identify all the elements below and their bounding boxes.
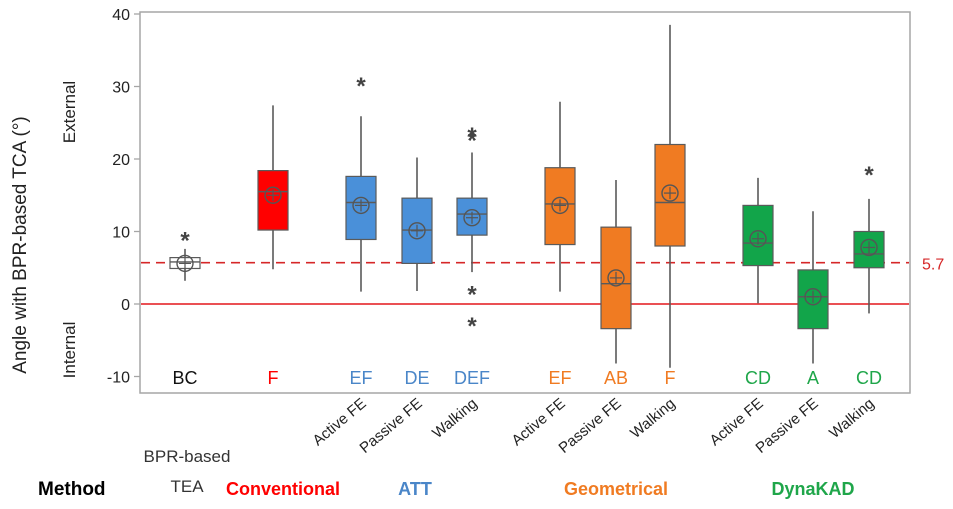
significance-letters: A	[807, 368, 819, 388]
y-tick-label: 40	[112, 7, 130, 24]
significance-letters: F	[665, 368, 676, 388]
mean-marker	[607, 269, 625, 287]
significance-letters: DE	[404, 368, 429, 388]
group-name: Conventional	[226, 479, 340, 499]
significance-letters: CD	[856, 368, 882, 388]
group-name: BPR-based	[144, 447, 231, 466]
method-header: Method	[38, 479, 106, 500]
group-name: TEA	[170, 477, 204, 496]
significance-letters: F	[268, 368, 279, 388]
box	[600, 226, 632, 330]
mean-marker	[749, 230, 767, 248]
boxes: *******	[169, 24, 885, 368]
y-axis: -10 0 10 20 30 40	[107, 7, 140, 387]
reference-lines: 5.7	[141, 257, 944, 305]
internal-label: Internal	[60, 322, 79, 379]
category-label: Walking	[429, 395, 480, 442]
plot-frame	[139, 11, 911, 394]
mean-marker	[176, 254, 194, 273]
category-label: Walking	[826, 395, 877, 442]
outlier-point: *	[180, 227, 190, 254]
mean-marker	[804, 288, 822, 306]
group-name: DynaKAD	[771, 479, 854, 499]
reference-line-label: 5.7	[922, 257, 944, 274]
mean-marker	[860, 238, 878, 257]
group-name: ATT	[398, 479, 432, 499]
y-tick-label: 0	[121, 297, 130, 314]
y-tick-label: 30	[112, 80, 130, 97]
significance-letters: DEF	[454, 368, 490, 388]
y-tick-label: -10	[107, 370, 130, 387]
mean-marker	[264, 186, 282, 204]
box	[544, 167, 576, 246]
mean-marker	[352, 196, 370, 215]
outlier-point: *	[467, 123, 477, 150]
y-axis-title: Angle with BPR-based TCA (°)	[10, 116, 31, 374]
group-name: Geometrical	[564, 479, 668, 499]
significance-letters: EF	[548, 368, 571, 388]
external-label: External	[60, 81, 79, 143]
significance-letters: CD	[745, 368, 771, 388]
outlier-point: *	[864, 162, 874, 189]
mean-marker	[463, 209, 481, 227]
y-tick-label: 10	[112, 225, 130, 242]
outlier-point: *	[467, 313, 477, 340]
mean-marker	[551, 196, 569, 215]
outlier-point: *	[467, 282, 477, 309]
y-tick-label: 20	[112, 152, 130, 169]
category-label: Passive FE	[357, 395, 426, 457]
significance-letters: BC	[172, 368, 197, 388]
outlier-point: *	[356, 73, 366, 100]
significance-letters: EF	[349, 368, 372, 388]
mean-marker	[661, 184, 679, 202]
category-label: Passive FE	[556, 395, 625, 457]
mean-marker	[408, 222, 426, 240]
outlier-point: *	[467, 127, 477, 154]
significance-letters: AB	[604, 368, 628, 388]
category-label: Walking	[627, 395, 678, 442]
